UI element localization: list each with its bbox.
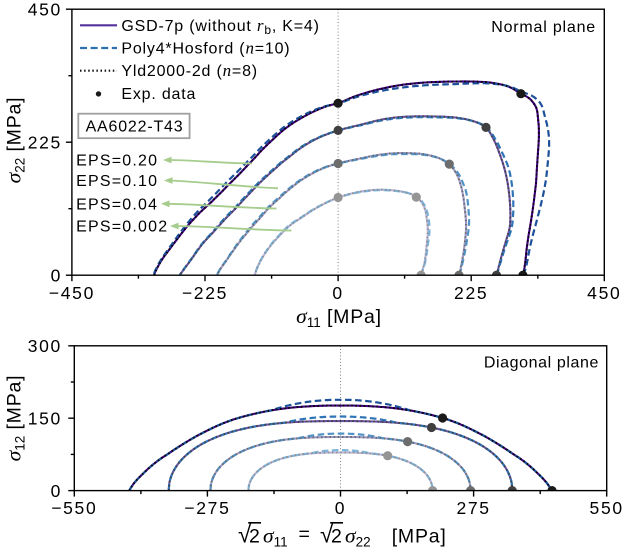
svg-text:[MPa]: [MPa] <box>392 526 447 548</box>
svg-text:EPS=0.002: EPS=0.002 <box>76 219 168 236</box>
svg-text:GSD-7p (without rb, K=4): GSD-7p (without rb, K=4) <box>121 16 319 37</box>
svg-text:σ11 [MPa]: σ11 [MPa] <box>296 304 382 330</box>
svg-text:275: 275 <box>456 498 490 518</box>
svg-text:0: 0 <box>51 481 62 501</box>
svg-text:σ12 [MPa]: σ12 [MPa] <box>2 375 28 462</box>
svg-text:AA6022-T43: AA6022-T43 <box>86 119 184 136</box>
svg-text:=: = <box>299 524 310 546</box>
svg-text:Yld2000-2d (n=8): Yld2000-2d (n=8) <box>121 61 258 80</box>
svg-text:2: 2 <box>331 526 342 548</box>
svg-text:EPS=0.20: EPS=0.20 <box>76 153 158 170</box>
svg-text:150: 150 <box>28 408 62 428</box>
svg-text:Diagonal plane: Diagonal plane <box>484 355 599 372</box>
svg-text:225: 225 <box>454 283 488 303</box>
svg-text:σ22 [MPa]: σ22 [MPa] <box>2 97 28 184</box>
svg-text:2: 2 <box>249 526 260 548</box>
svg-text:Exp. data: Exp. data <box>121 86 196 103</box>
svg-text:550: 550 <box>590 498 624 518</box>
svg-text:0: 0 <box>332 283 343 303</box>
svg-text:√: √ <box>320 522 334 549</box>
svg-text:Poly4*Hosford (n=10): Poly4*Hosford (n=10) <box>121 39 290 58</box>
svg-text:σ22: σ22 <box>345 524 371 550</box>
svg-text:σ11: σ11 <box>263 524 288 550</box>
svg-text:300: 300 <box>28 336 62 356</box>
svg-text:EPS=0.10: EPS=0.10 <box>76 173 158 190</box>
svg-text:0: 0 <box>335 498 346 518</box>
svg-text:450: 450 <box>587 283 621 303</box>
svg-text:−275: −275 <box>184 498 230 518</box>
svg-text:−225: −225 <box>182 283 228 303</box>
svg-text:450: 450 <box>28 0 62 19</box>
svg-text:225: 225 <box>28 132 62 152</box>
svg-text:EPS=0.04: EPS=0.04 <box>76 197 158 214</box>
svg-text:−450: −450 <box>49 283 95 303</box>
svg-text:0: 0 <box>51 265 62 285</box>
svg-text:Normal plane: Normal plane <box>491 19 596 36</box>
svg-text:−550: −550 <box>51 498 97 518</box>
svg-text:√: √ <box>238 522 252 549</box>
